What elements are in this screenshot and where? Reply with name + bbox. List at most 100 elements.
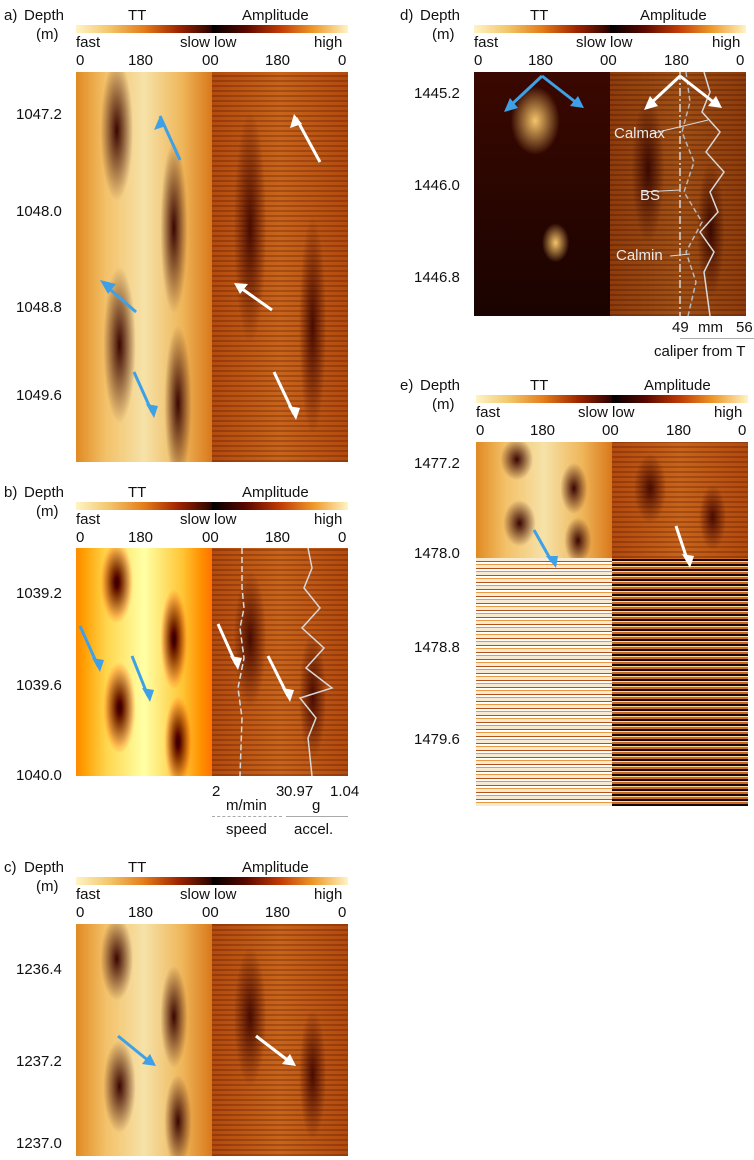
white-arrow-head [708, 96, 722, 108]
white-arrow-head [230, 656, 242, 670]
panel-letter: e) [400, 377, 414, 394]
slow-label: slow [180, 886, 211, 903]
accel-unit: g [312, 797, 321, 814]
calmin-annotation: Calmin [616, 247, 663, 264]
tick-label: 0 [736, 52, 745, 69]
unit-label: (m) [36, 878, 59, 895]
white-arrow-head [290, 114, 302, 128]
tick-label: 180 [528, 52, 554, 69]
depth-tick-label: 1039.2 [16, 585, 62, 602]
tick-label: 0 [338, 529, 347, 546]
caliper-label: caliper from T [654, 343, 746, 360]
depth-tick-label: 1478.0 [414, 545, 460, 562]
accel-curve [298, 548, 334, 776]
high-label: high [714, 404, 743, 421]
tt-label: TT [128, 484, 147, 501]
amplitude-label: Amplitude [640, 7, 707, 24]
tick-label: 180 [265, 52, 291, 69]
tt-label: TT [128, 859, 147, 876]
low-label: low [214, 886, 237, 903]
tick-label: 00 [600, 52, 617, 69]
tick-label: 180 [128, 52, 154, 69]
unit-label: (m) [432, 26, 455, 43]
tt-label: TT [530, 377, 549, 394]
accel-label: accel. [294, 821, 334, 838]
depth-tick-label: 1048.8 [16, 299, 62, 316]
blue-arrow-head [92, 658, 104, 672]
white-arrow-head [644, 96, 658, 110]
amplitude-image [212, 72, 348, 462]
tt-colorbar [76, 877, 212, 885]
blue-arrow-head [546, 556, 558, 568]
tick-label: 0 [476, 422, 485, 439]
high-label: high [314, 34, 343, 51]
arrow-layer [504, 72, 725, 316]
depth-tick-label: 1048.0 [16, 203, 62, 220]
tt-colorbar [474, 25, 610, 33]
panel-letter: a) [4, 7, 18, 24]
amplitude-image [212, 924, 348, 1156]
white-arrow-head [288, 406, 300, 420]
depth-tick-label: 1236.4 [16, 961, 62, 978]
high-label: high [314, 511, 343, 528]
blue-arrow-head [154, 116, 166, 130]
amplitude-label: Amplitude [242, 859, 309, 876]
depth-tick-label: 1445.2 [414, 85, 460, 102]
calmin-curve [681, 72, 703, 316]
caliper-scale-line [680, 338, 754, 339]
blue-arrow-head [146, 404, 158, 418]
tt-image-upper [476, 442, 612, 558]
accel-max: 1.04 [330, 783, 360, 800]
depth-label: Depth [24, 859, 65, 876]
amplitude-colorbar [612, 395, 748, 403]
fast-label: fast [76, 34, 101, 51]
depth-tick-label: 1477.2 [414, 455, 460, 472]
tick-label: 180 [265, 904, 291, 921]
arrow-layer [532, 525, 694, 568]
speed-unit: m/min [226, 797, 267, 814]
tick-label: 180 [666, 422, 692, 439]
blue-arrow-head [142, 688, 154, 702]
low-label: low [214, 511, 237, 528]
slow-label: slow [578, 404, 609, 421]
depth-tick-label: 1478.8 [414, 639, 460, 656]
fast-label: fast [476, 404, 501, 421]
high-label: high [712, 34, 741, 51]
amplitude-colorbar [212, 25, 348, 33]
unit-label: (m) [432, 396, 455, 413]
tt-colorbar [76, 502, 212, 510]
arrow-layer [117, 1034, 296, 1066]
slow-label: slow [180, 34, 211, 51]
white-arrow [648, 74, 682, 106]
white-arrow-head [282, 1054, 296, 1066]
calmax-annotation: Calmax [614, 125, 665, 142]
accel-scale-line [286, 816, 348, 817]
tick-label: 0 [76, 904, 85, 921]
caliper-unit: mm [698, 319, 723, 336]
tick-label: 00 [202, 904, 219, 921]
slow-label: slow [180, 511, 211, 528]
depth-label: Depth [24, 484, 65, 501]
amplitude-colorbar [212, 877, 348, 885]
depth-label: Depth [24, 7, 65, 24]
blue-arrow [508, 74, 544, 108]
depth-tick-label: 1237.2 [16, 1053, 62, 1070]
tick-label: 00 [202, 52, 219, 69]
speed-scale-line [212, 816, 282, 817]
speed-min: 2 [212, 783, 221, 800]
speed-label: speed [226, 821, 267, 838]
depth-tick-label: 1049.6 [16, 387, 62, 404]
calmax-curve [699, 72, 725, 316]
tick-label: 180 [265, 529, 291, 546]
tick-label: 180 [128, 904, 154, 921]
panel-letter: b) [4, 484, 18, 501]
depth-tick-label: 1040.0 [16, 767, 62, 784]
tt-label: TT [128, 7, 147, 24]
tt-image-lower [476, 558, 612, 806]
amplitude-image-lower [612, 558, 748, 806]
tick-label: 0 [76, 52, 85, 69]
blue-arrow [117, 1034, 151, 1064]
speed-max: 3 [276, 783, 285, 800]
depth-tick-label: 1479.6 [414, 731, 460, 748]
bs-leader [641, 189, 681, 193]
